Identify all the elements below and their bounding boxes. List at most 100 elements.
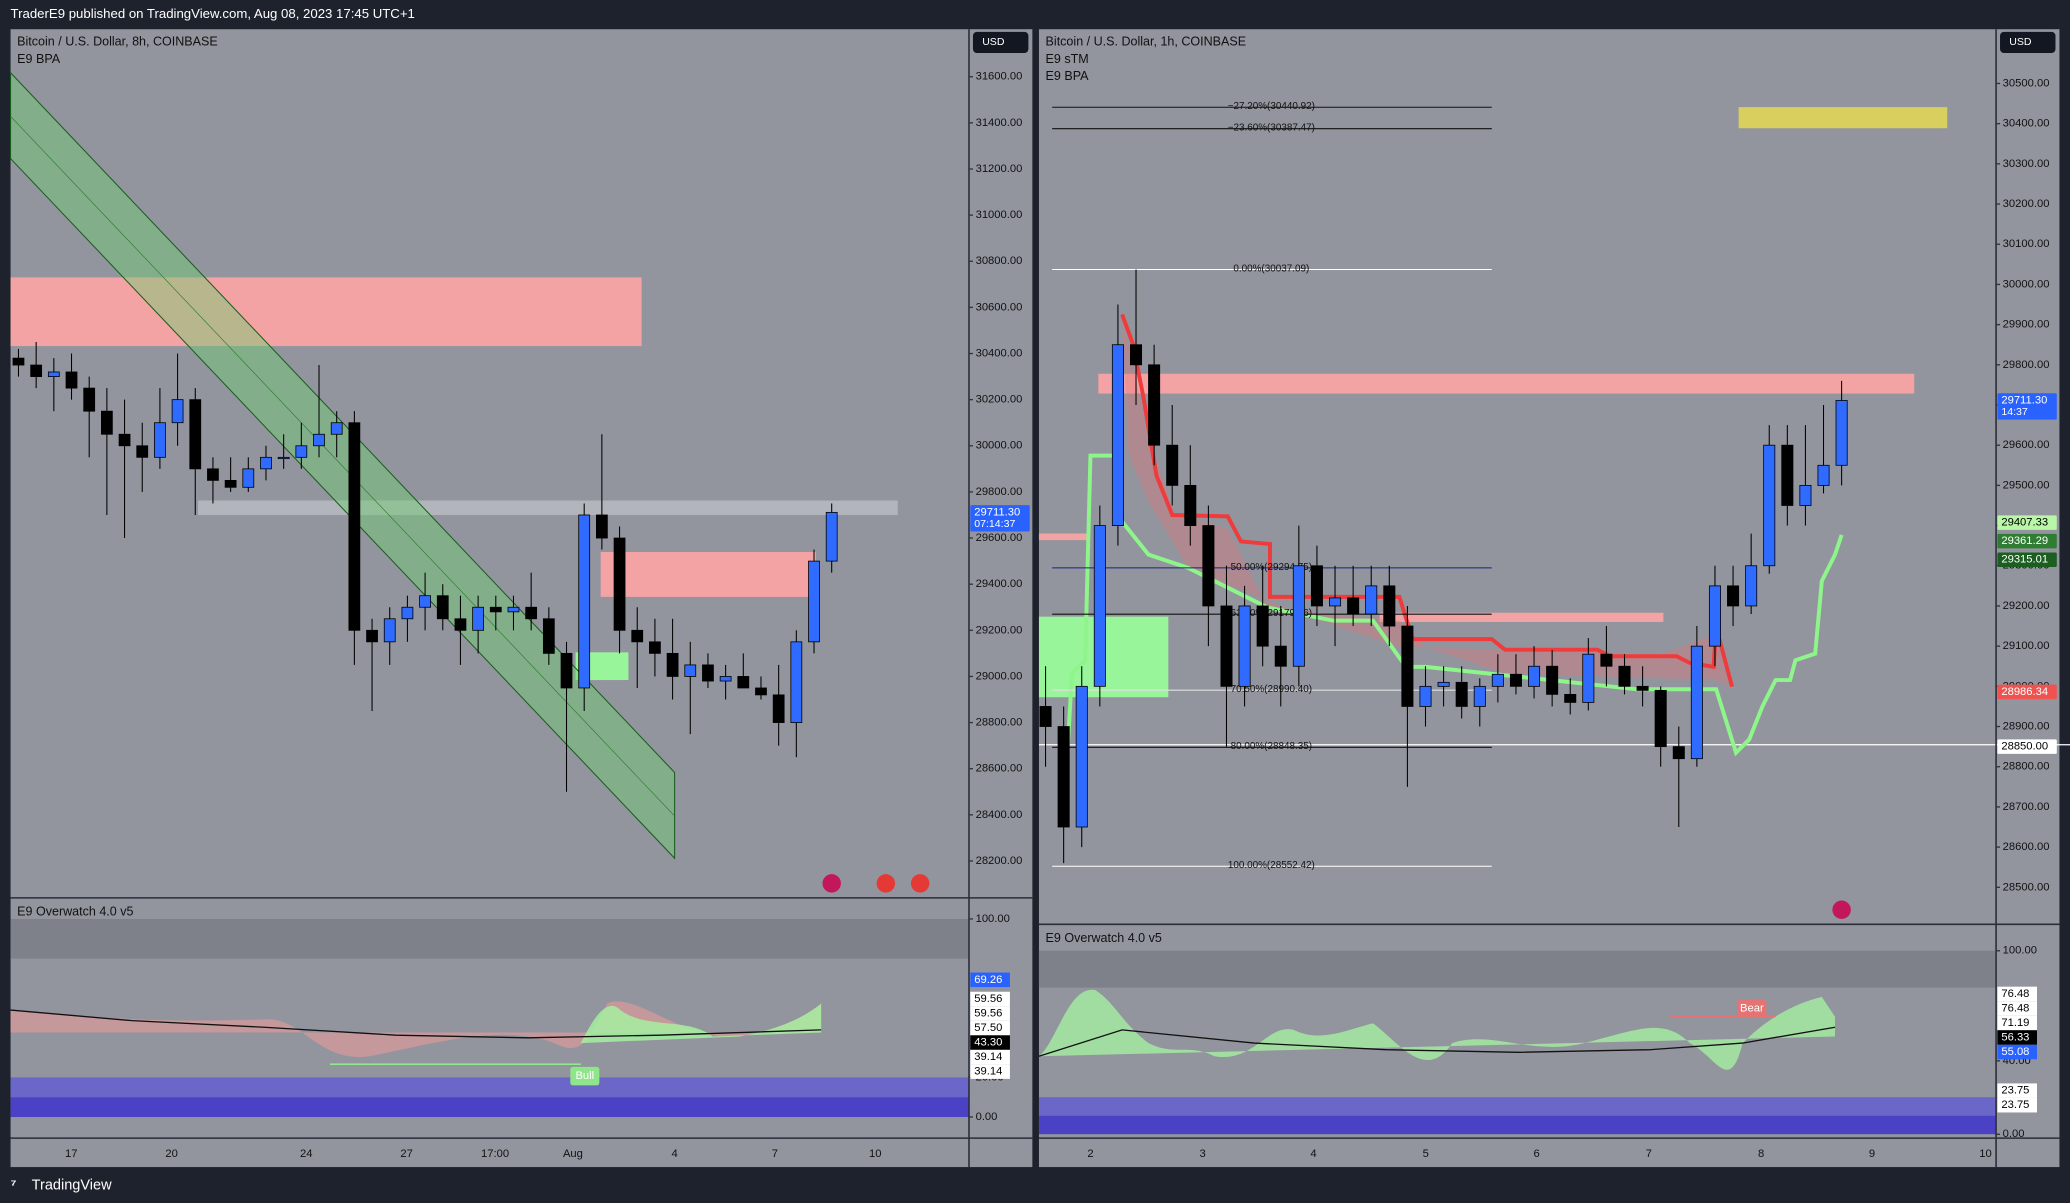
symbol: Bitcoin / U.S. Dollar, 1h, COINBASE (1046, 35, 1247, 49)
candle-body (154, 422, 166, 458)
os-band (1038, 1115, 1997, 1135)
event-icon[interactable] (910, 874, 930, 893)
candle-body (1690, 645, 1703, 760)
y-tick-label: 28400.00 (976, 809, 1023, 821)
footer-bar (0, 1167, 2070, 1203)
brand[interactable]: TradingView (32, 1177, 112, 1193)
y-tick-label: 31600.00 (976, 71, 1023, 83)
y-tick-label: 29200.00 (976, 624, 1023, 636)
candle-body (1582, 653, 1595, 703)
ob-band (10, 918, 969, 959)
candle-body (1111, 344, 1124, 526)
candle-body (507, 606, 520, 613)
candle-body (489, 606, 502, 613)
x-tick-label: 20 (165, 1148, 177, 1160)
candle-body (366, 629, 378, 643)
x-tick-label: 10 (1979, 1148, 1991, 1160)
osc-badge-label: 76.48 (2001, 988, 2029, 1000)
osc-badge (1997, 1015, 2037, 1031)
price-badge-label: 29407.33 (2001, 517, 2048, 529)
y-tick-label: 29200.00 (2003, 600, 2050, 612)
candle-body (277, 456, 290, 460)
candle-body (772, 694, 785, 723)
x-tick-label: 5 (1423, 1148, 1429, 1160)
fib-label: 100.00%(28552.42) (1228, 860, 1315, 871)
osc-badge-label: 23.75 (2001, 1099, 2029, 1111)
symbol: Bitcoin / U.S. Dollar, 8h, COINBASE (17, 35, 218, 49)
candle-body (1184, 484, 1197, 526)
y-tick-label: 29000.00 (976, 670, 1023, 682)
currency[interactable]: USD (2009, 36, 2032, 48)
event-icon[interactable] (876, 874, 896, 893)
event-icon[interactable] (822, 874, 841, 893)
candle-body (1292, 565, 1305, 667)
candle-body (419, 595, 431, 608)
candle-body (189, 399, 202, 470)
indicator: E9 BPA (1046, 69, 1090, 83)
supply-zone (600, 551, 816, 597)
price-badge-label: 29315.01 (2001, 554, 2048, 566)
y-tick-label: 0.00 (976, 1111, 998, 1123)
candle-body (30, 364, 43, 377)
y-tick-label: 30000.00 (976, 440, 1023, 452)
candle-body (1365, 585, 1378, 615)
candle-body (790, 641, 803, 723)
osc-badge-label: 59.56 (974, 1008, 1002, 1020)
osc-badge (1997, 986, 2037, 1002)
y-tick-label: 30000.00 (2003, 278, 2050, 290)
price-badge (1997, 533, 2057, 549)
signal-label: Bear (1740, 1003, 1764, 1015)
y-tick-label: 31400.00 (976, 117, 1023, 129)
currency-button[interactable] (2000, 31, 2056, 53)
candle-body (1745, 565, 1758, 607)
countdown: 07:14:37 (974, 518, 1015, 530)
osc-badge-label: 39.14 (974, 1051, 1002, 1063)
candle-body (171, 399, 184, 424)
x-tick-label: 7 (772, 1148, 778, 1160)
candle-body (1509, 673, 1522, 687)
candle-body (1708, 585, 1721, 647)
candle-body (1672, 746, 1685, 760)
candle-body (401, 606, 414, 620)
os-band (10, 1097, 969, 1118)
osc-badge (970, 972, 1010, 988)
price-badge-label: 28850.00 (2001, 741, 2048, 753)
price-badge (1997, 393, 2057, 420)
candle-body (100, 410, 113, 435)
currency-button[interactable] (972, 31, 1029, 53)
candle-body (825, 511, 838, 562)
osc-badge-label: 43.30 (974, 1037, 1002, 1049)
osc-badge (970, 1035, 1010, 1050)
y-tick-label: 28800.00 (976, 717, 1023, 729)
osc-badge (1997, 1097, 2037, 1113)
candle-body (207, 468, 219, 481)
fib-label: −27.20%(30440.92) (1228, 101, 1315, 112)
fib-label: 61.80%(29179.56) (1231, 608, 1312, 619)
osc-badge (1997, 1083, 2037, 1098)
y-tick-label: 28600.00 (2003, 841, 2050, 853)
candle-body (1093, 525, 1106, 687)
signal-tag (570, 1066, 600, 1086)
publisher: TraderE9 published on TradingView.com, A… (11, 6, 415, 21)
candle-body (702, 664, 714, 682)
currency[interactable]: USD (982, 36, 1005, 48)
price-badge (1997, 515, 2057, 530)
x-tick-label: 17 (65, 1148, 77, 1160)
candle-body (1220, 605, 1233, 687)
candle-body (1383, 585, 1396, 627)
x-tick-label: 3 (1200, 1148, 1206, 1160)
oscillator-name: E9 Overwatch 4.0 v5 (1046, 931, 1162, 945)
event-icon[interactable] (1832, 900, 1851, 919)
supply-zone (1038, 533, 1090, 541)
countdown: 14:37 (2001, 406, 2028, 418)
y-tick-label: 29400.00 (976, 578, 1023, 590)
y-tick-label: 29600.00 (2003, 439, 2050, 451)
y-tick-label: 30200.00 (2003, 198, 2050, 210)
price-badge-label: 29711.30 (2001, 394, 2047, 406)
candle-body (649, 641, 661, 654)
candle-body (136, 445, 149, 458)
candle-body (313, 433, 325, 447)
candle-body (12, 357, 25, 366)
candle-body (330, 422, 343, 435)
